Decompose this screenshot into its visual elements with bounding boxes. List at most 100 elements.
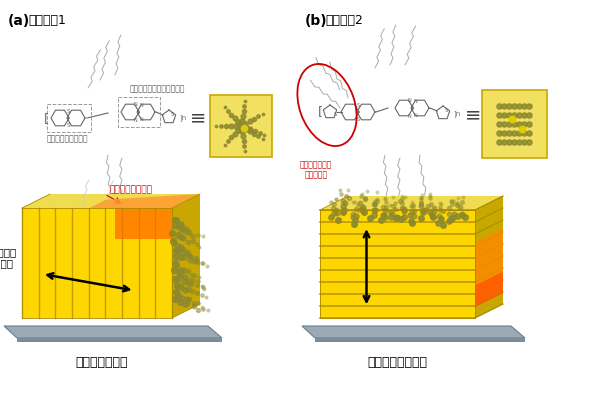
Point (188, 272, 197, 278)
Point (329, 201, 339, 207)
Point (333, 217, 343, 223)
Text: [: [ (44, 113, 49, 126)
Point (370, 201, 380, 207)
Point (171, 246, 181, 253)
Point (524, 112, 534, 118)
Point (176, 221, 185, 227)
Point (373, 198, 382, 204)
Point (416, 199, 426, 205)
Point (193, 256, 202, 263)
Point (507, 116, 517, 122)
Point (416, 195, 426, 201)
Point (193, 290, 202, 296)
Point (445, 218, 454, 224)
Point (519, 103, 529, 109)
Point (385, 208, 394, 215)
Point (353, 202, 362, 208)
Point (425, 193, 435, 200)
Point (185, 229, 194, 235)
Point (428, 212, 437, 218)
Point (241, 120, 250, 126)
Point (182, 249, 192, 255)
Point (509, 103, 519, 109)
Point (178, 249, 188, 255)
Point (187, 281, 196, 287)
Point (239, 125, 249, 131)
Polygon shape (115, 208, 172, 239)
Point (423, 203, 433, 209)
Point (381, 204, 391, 210)
Point (183, 268, 193, 274)
Point (499, 112, 509, 118)
Point (180, 228, 190, 234)
Point (338, 198, 348, 204)
Text: S: S (136, 110, 140, 115)
Point (191, 272, 200, 279)
Point (179, 267, 189, 273)
Point (239, 108, 248, 114)
Point (338, 203, 348, 210)
Bar (47, 104, 91, 132)
Point (170, 296, 180, 303)
Point (173, 275, 182, 281)
Point (223, 138, 233, 145)
Point (227, 134, 236, 141)
Text: N: N (413, 98, 417, 104)
Point (189, 253, 199, 260)
Point (185, 296, 194, 302)
Text: S: S (445, 108, 448, 113)
Point (187, 288, 197, 294)
Point (239, 103, 249, 110)
Point (454, 195, 463, 201)
Point (400, 194, 409, 201)
Point (449, 214, 458, 221)
Point (446, 198, 456, 204)
Point (184, 286, 193, 292)
Text: N: N (139, 117, 143, 121)
Point (356, 193, 365, 199)
Point (258, 136, 268, 142)
Point (350, 199, 359, 205)
Point (509, 112, 519, 118)
Point (188, 233, 198, 239)
Point (514, 121, 524, 127)
Point (216, 123, 226, 129)
Point (182, 296, 191, 302)
Point (211, 123, 221, 129)
Point (173, 243, 183, 249)
Point (189, 300, 199, 307)
Point (179, 225, 189, 231)
Point (238, 133, 248, 139)
Point (239, 138, 248, 144)
Point (376, 217, 386, 223)
Polygon shape (17, 338, 222, 342)
Point (260, 131, 269, 138)
Point (337, 191, 346, 197)
Point (517, 126, 527, 132)
Point (390, 200, 400, 206)
Point (237, 118, 247, 124)
Point (416, 201, 426, 207)
Polygon shape (315, 338, 525, 342)
Point (172, 217, 181, 223)
Point (514, 130, 524, 136)
Point (416, 195, 426, 201)
Point (514, 103, 524, 109)
Point (416, 203, 425, 209)
Point (446, 216, 455, 222)
Text: N: N (413, 113, 417, 117)
Point (436, 214, 445, 221)
Point (453, 213, 463, 219)
Text: (b): (b) (305, 14, 328, 28)
Point (173, 232, 183, 238)
Point (184, 239, 193, 245)
Point (169, 267, 179, 273)
Point (170, 276, 180, 282)
Point (187, 233, 196, 239)
Point (340, 199, 350, 206)
Point (197, 292, 207, 298)
Point (359, 206, 368, 213)
Point (230, 115, 239, 121)
Point (176, 226, 186, 232)
Point (194, 278, 203, 284)
